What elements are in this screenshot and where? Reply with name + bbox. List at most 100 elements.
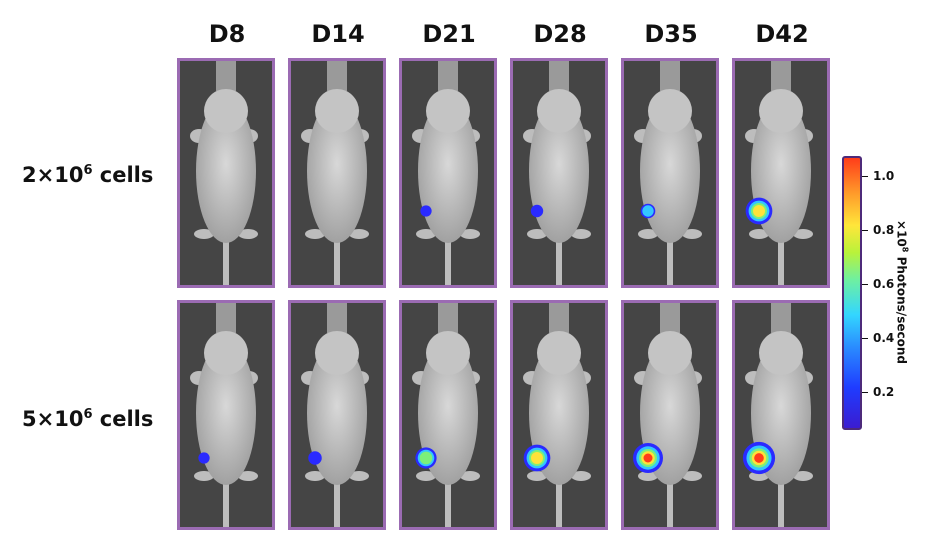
mouse-tail	[334, 478, 340, 527]
mouse-head	[537, 89, 581, 133]
mouse-leg	[305, 229, 325, 239]
day-label-d21: D21	[422, 20, 476, 48]
mouse-image-panel	[288, 300, 386, 530]
mouse-head	[315, 89, 359, 133]
mouse-leg	[638, 471, 658, 481]
bioluminescence-signal	[643, 453, 653, 463]
day-label-d42: D42	[755, 20, 809, 48]
mouse-tail	[223, 236, 229, 285]
day-label-d14: D14	[311, 20, 365, 48]
anesthesia-cone	[660, 303, 680, 333]
mouse-leg	[194, 229, 214, 239]
bioluminescence-signal	[752, 204, 766, 218]
mouse-body	[307, 99, 367, 243]
mouse-tail	[334, 236, 340, 285]
mouse-leg	[749, 471, 769, 481]
colorbar	[842, 156, 862, 430]
mouse-image-panel	[399, 58, 497, 288]
mouse-body	[418, 99, 478, 243]
mouse-body	[418, 341, 478, 485]
colorbar-tick-label: 1.0	[873, 169, 895, 183]
mouse-leg	[460, 471, 480, 481]
mouse-image-panel	[288, 58, 386, 288]
bioluminescence-signal	[308, 451, 322, 465]
mouse-leg	[682, 471, 702, 481]
mouse-tail	[556, 478, 562, 527]
mouse-leg	[416, 471, 436, 481]
bioluminescence-signal	[642, 205, 654, 217]
mouse-leg	[571, 229, 591, 239]
anesthesia-cone	[549, 303, 569, 333]
mouse-head	[648, 331, 692, 375]
anesthesia-cone	[216, 303, 236, 333]
mouse-leg	[460, 229, 480, 239]
mouse-tail	[445, 236, 451, 285]
anesthesia-cone	[660, 61, 680, 91]
mouse-leg	[416, 229, 436, 239]
mouse-tail	[667, 478, 673, 527]
row-label-2e6-cells: 2×106 cells	[22, 163, 154, 187]
mouse-leg	[238, 471, 258, 481]
mouse-leg	[527, 471, 547, 481]
mouse-tail	[556, 236, 562, 285]
mouse-leg	[682, 229, 702, 239]
mouse-body	[196, 341, 256, 485]
mouse-leg	[238, 229, 258, 239]
mouse-head	[204, 89, 248, 133]
anesthesia-cone	[549, 61, 569, 91]
mouse-leg	[571, 471, 591, 481]
anesthesia-cone	[438, 303, 458, 333]
mouse-body	[307, 341, 367, 485]
mouse-head	[537, 331, 581, 375]
mouse-leg	[349, 229, 369, 239]
mouse-leg	[349, 471, 369, 481]
mouse-head	[759, 331, 803, 375]
tick-mark	[862, 392, 868, 393]
day-label-d8: D8	[208, 20, 246, 48]
bioluminescence-signal	[754, 453, 764, 463]
anesthesia-cone	[327, 303, 347, 333]
bioluminescence-signal	[419, 451, 433, 465]
colorbar-tick-label: 0.6	[873, 277, 895, 291]
colorbar-tick-label: 0.2	[873, 385, 895, 399]
mouse-head	[204, 331, 248, 375]
mouse-leg	[527, 229, 547, 239]
anesthesia-cone	[438, 61, 458, 91]
mouse-head	[426, 89, 470, 133]
mouse-image-panel	[510, 58, 608, 288]
mouse-leg	[638, 229, 658, 239]
mouse-leg	[793, 471, 813, 481]
mouse-tail	[778, 236, 784, 285]
mouse-tail	[223, 478, 229, 527]
mouse-image-panel	[732, 58, 830, 288]
mouse-head	[315, 331, 359, 375]
mouse-image-panel	[510, 300, 608, 530]
mouse-leg	[793, 229, 813, 239]
mouse-body	[529, 99, 589, 243]
row-label-5e6-cells: 5×106 cells	[22, 407, 154, 431]
bioluminescence-signal	[198, 452, 210, 464]
bioluminescence-signal	[530, 451, 544, 465]
mouse-image-panel	[177, 58, 275, 288]
mouse-image-panel	[177, 300, 275, 530]
tick-mark	[862, 284, 868, 285]
anesthesia-cone	[216, 61, 236, 91]
mouse-image-panel	[621, 58, 719, 288]
colorbar-tick-label: 0.4	[873, 331, 895, 345]
anesthesia-cone	[771, 303, 791, 333]
tick-mark	[862, 176, 868, 177]
mouse-head	[648, 89, 692, 133]
anesthesia-cone	[771, 61, 791, 91]
mouse-head	[759, 89, 803, 133]
mouse-image-panel	[399, 300, 497, 530]
colorbar-tick-label: 0.8	[873, 223, 895, 237]
mouse-image-panel	[621, 300, 719, 530]
bioluminescence-signal	[420, 205, 432, 217]
mouse-tail	[778, 478, 784, 527]
mouse-head	[426, 331, 470, 375]
day-label-d35: D35	[644, 20, 698, 48]
mouse-leg	[194, 471, 214, 481]
colorbar-unit-label: ×108 Photons/second	[894, 220, 910, 364]
anesthesia-cone	[327, 61, 347, 91]
mouse-leg	[305, 471, 325, 481]
